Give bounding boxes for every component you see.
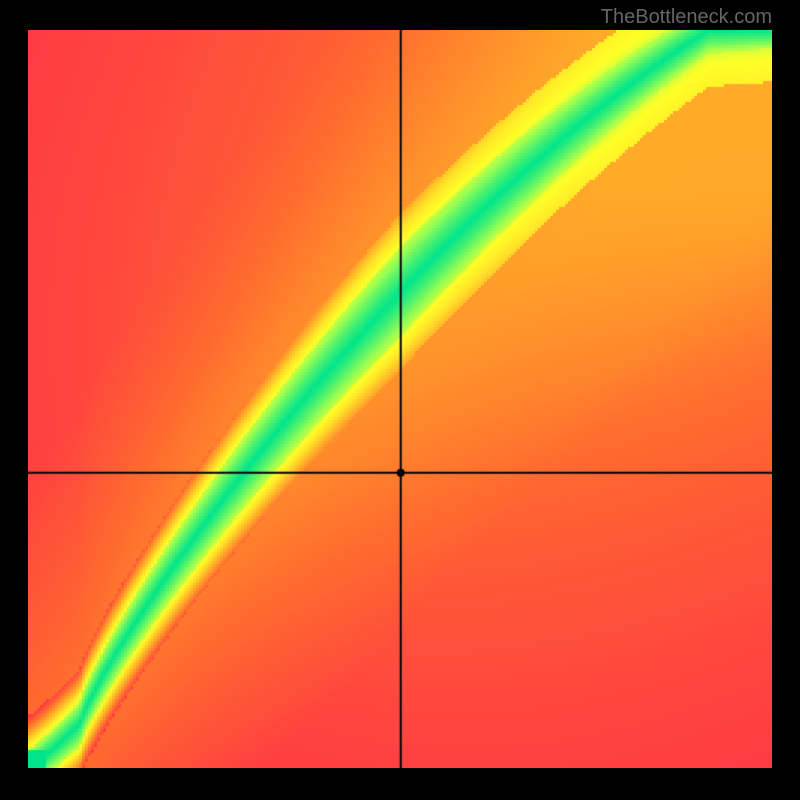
watermark-text: TheBottleneck.com <box>601 6 772 29</box>
heatmap-canvas <box>28 30 772 768</box>
chart-container: TheBottleneck.com <box>0 0 800 800</box>
